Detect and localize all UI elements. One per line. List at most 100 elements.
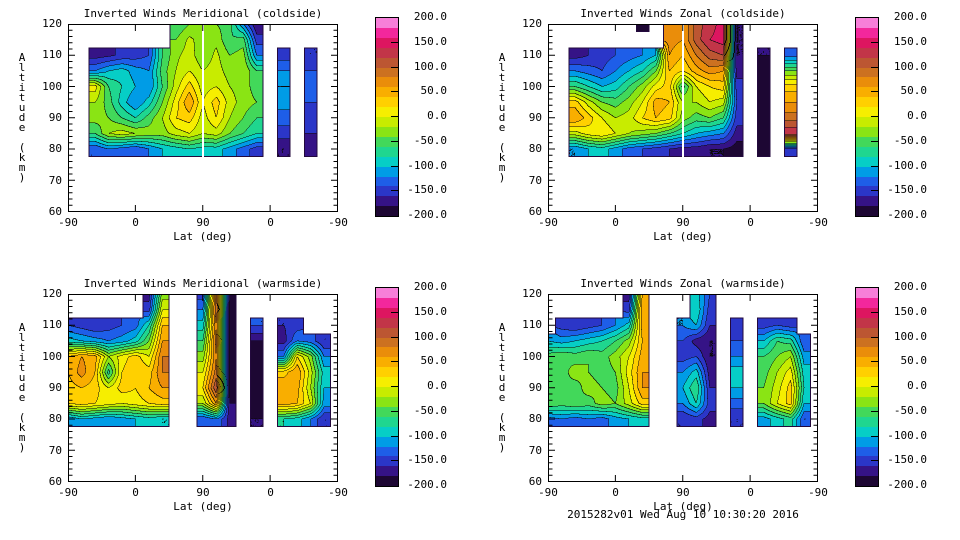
colorbar-band	[376, 416, 398, 427]
colorbar-band	[376, 57, 398, 68]
y-tick-label: 100	[42, 349, 62, 363]
y-tick-label: 120	[522, 17, 542, 30]
colorbar-band	[856, 206, 878, 217]
colorbar-band	[376, 146, 398, 157]
colorbar	[375, 17, 399, 217]
x-tick-label: -90	[58, 486, 78, 499]
colorbar-tick-label: -100.0	[407, 158, 447, 172]
colorbar-tick-label: 200.0	[413, 280, 447, 293]
panel-title: Inverted Winds Zonal (warmside)	[580, 277, 786, 290]
y-tick-label: 80	[528, 142, 542, 156]
x-tick-label: 0	[267, 486, 274, 499]
colorbar-tick-label: 100.0	[413, 59, 447, 73]
x-tick-label: 0	[612, 216, 619, 229]
colorbar-tick-label: -150.0	[887, 453, 927, 467]
y-tick-label: 100	[522, 79, 542, 93]
colorbar-band	[376, 37, 398, 48]
colorbar-band	[376, 166, 398, 177]
colorbar-tick-label: -200.0	[887, 208, 927, 221]
colorbar-band	[856, 166, 878, 177]
y-tick-label: 70	[528, 173, 542, 187]
y-tick-label: 90	[528, 111, 542, 124]
x-tick-label: 0	[132, 216, 139, 229]
colorbar-tick	[391, 66, 399, 68]
colorbar-band	[856, 406, 878, 417]
y-tick-label: 90	[528, 381, 542, 394]
x-tick-label: -90	[808, 486, 828, 499]
y-tick-label: 110	[42, 48, 62, 62]
colorbar-band	[376, 337, 398, 348]
colorbar-band	[856, 396, 878, 407]
y-tick-label: 60	[48, 475, 62, 488]
x-axis-label: Lat (deg)	[653, 230, 713, 243]
x-tick-label: 0	[612, 486, 619, 499]
colorbar-band	[856, 107, 878, 118]
colorbar-band	[376, 476, 398, 487]
contour-plot-canvas	[68, 294, 338, 482]
colorbar-band	[856, 317, 878, 328]
x-tick-label: 90	[196, 216, 210, 229]
colorbar-tick	[391, 460, 399, 462]
colorbar-band	[376, 126, 398, 137]
colorbar-tick-label: 100.0	[893, 59, 927, 73]
contour-plot-canvas	[548, 24, 818, 212]
colorbar-tick	[391, 435, 399, 437]
colorbar-band	[376, 67, 398, 78]
colorbar-tick	[871, 66, 879, 68]
colorbar-band	[376, 87, 398, 98]
colorbar-band	[856, 426, 878, 437]
x-tick-label: 90	[196, 486, 210, 499]
colorbar-band	[856, 67, 878, 78]
colorbar-tick-label: 0.0	[907, 379, 927, 392]
y-tick-label: 110	[522, 318, 542, 332]
colorbar-tick	[871, 116, 879, 117]
colorbar-band	[856, 27, 878, 38]
colorbar-band	[376, 436, 398, 447]
colorbar-band	[856, 146, 878, 157]
colorbar-band	[856, 327, 878, 338]
x-tick-label: -90	[538, 486, 558, 499]
colorbar-tick-label: -50.0	[413, 133, 447, 147]
colorbar-tick	[391, 311, 399, 313]
y-tick-label: 80	[528, 412, 542, 426]
colorbar-band	[856, 37, 878, 48]
x-tick-label: 90	[676, 216, 690, 229]
colorbar-band	[856, 288, 878, 298]
colorbar-band	[376, 176, 398, 187]
y-tick-label: 70	[528, 443, 542, 457]
colorbar-band	[376, 97, 398, 108]
colorbar-tick-label: 50.0	[420, 84, 448, 98]
colorbar-band	[376, 288, 398, 298]
colorbar-tick-label: -100.0	[887, 158, 927, 172]
colorbar-tick	[391, 140, 399, 142]
colorbar-tick-label: -200.0	[407, 208, 447, 221]
y-tick-label: 120	[522, 287, 542, 300]
colorbar-band	[856, 136, 878, 147]
colorbar-band	[856, 347, 878, 358]
colorbar-band	[376, 327, 398, 338]
colorbar-tick-label: -150.0	[887, 183, 927, 197]
colorbar-band	[376, 27, 398, 38]
colorbar-band	[856, 357, 878, 368]
colorbar-tick	[871, 410, 879, 412]
colorbar-band	[376, 387, 398, 397]
colorbar-band	[856, 446, 878, 457]
colorbar-band	[376, 196, 398, 207]
colorbar-tick-label: -200.0	[887, 478, 927, 491]
y-tick-label: 110	[42, 318, 62, 332]
colorbar-tick-label: -150.0	[407, 453, 447, 467]
colorbar-tick	[391, 190, 399, 192]
colorbar-band	[376, 156, 398, 167]
colorbar-tick	[391, 386, 399, 387]
y-tick-label: 70	[48, 443, 62, 457]
colorbar-tick-label: 150.0	[893, 34, 927, 48]
colorbar-band	[856, 377, 878, 388]
colorbar-band	[376, 206, 398, 217]
colorbar-band	[376, 347, 398, 358]
y-tick-label: 110	[522, 48, 542, 62]
colorbar	[855, 287, 879, 487]
y-tick-label: 90	[48, 381, 62, 394]
colorbar-tick	[391, 116, 399, 117]
